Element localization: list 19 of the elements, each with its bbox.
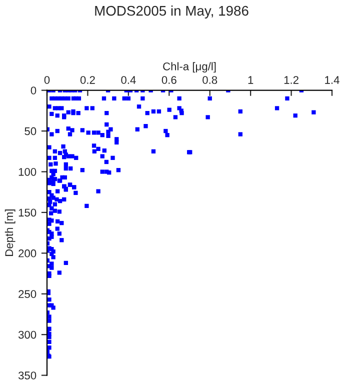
y-tick-label: 200 (18, 249, 36, 258)
y-tick-label: 350 (18, 372, 36, 380)
y-tick-label: 300 (18, 330, 36, 339)
x-tick-label: 0.8 (202, 76, 218, 84)
x-tick-label: 1.2 (284, 76, 298, 84)
y-tick-label: 0 (30, 86, 36, 94)
x-tick-label: 1 (248, 76, 254, 84)
y-tick-label: 100 (18, 168, 36, 176)
y-axis-title: Depth [m] (4, 210, 16, 256)
x-tick-label: 0.2 (80, 76, 95, 84)
x-axis-title: Chl-a [μg/l] (163, 62, 216, 73)
y-tick-label: 150 (18, 208, 36, 217)
x-tick-label: 0.6 (162, 76, 176, 84)
x-tick-label: 0.4 (121, 76, 136, 84)
x-tick-label: 1.4 (325, 76, 340, 84)
y-tick-label: 50 (24, 127, 36, 136)
x-tick-label: 0 (44, 76, 50, 84)
chart-title: MODS2005 in May, 1986 (95, 6, 248, 18)
y-tick-label: 250 (18, 290, 36, 298)
